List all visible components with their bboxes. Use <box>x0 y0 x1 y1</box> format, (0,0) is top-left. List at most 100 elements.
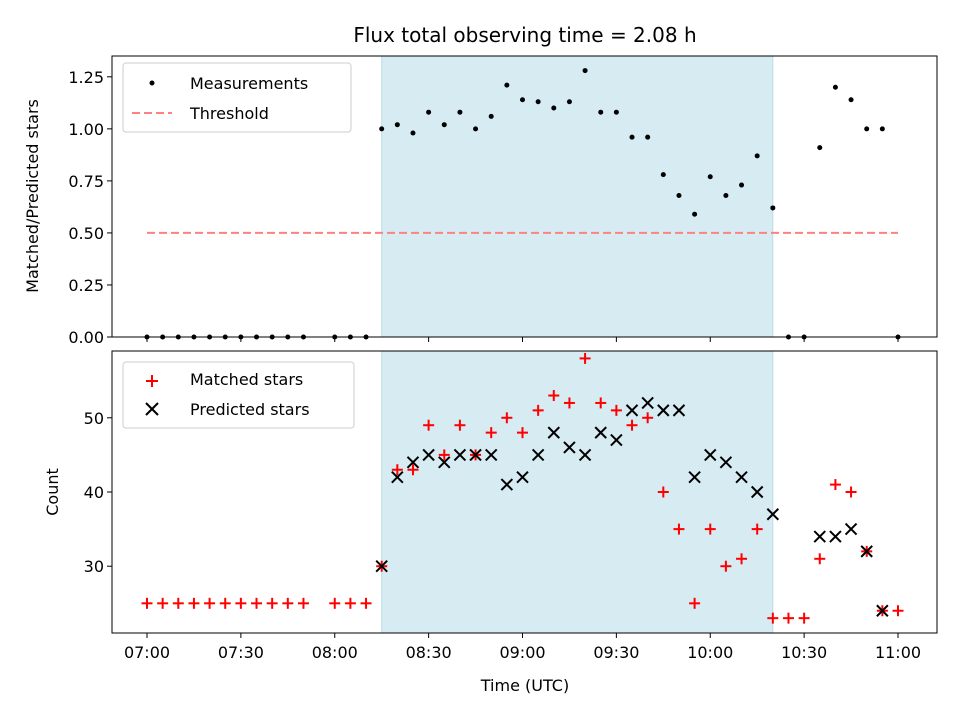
predicted-star-point <box>594 426 607 439</box>
legend-measurements-label: Measurements <box>190 74 308 93</box>
measurement-point <box>676 192 682 198</box>
measurement-point <box>770 205 776 211</box>
matched-star-point <box>501 412 513 424</box>
legend-predicted-label: Predicted stars <box>190 400 310 419</box>
matched-star-point <box>344 597 356 609</box>
x-tick-label: 10:30 <box>781 643 827 662</box>
matched-star-point <box>689 597 701 609</box>
matched-star-point <box>736 553 748 565</box>
x-tick-label: 07:00 <box>124 643 170 662</box>
predicted-star-point <box>438 456 451 469</box>
matched-star-point <box>423 419 435 431</box>
measurement-point <box>379 126 385 132</box>
measurement-point <box>566 99 572 105</box>
legend-threshold-label: Threshold <box>189 104 269 123</box>
bottom-legend-box <box>122 361 355 429</box>
matched-star-point <box>188 597 200 609</box>
x-tick-label: 08:30 <box>406 643 452 662</box>
measurement-point <box>551 105 557 111</box>
predicted-star-point <box>735 470 748 484</box>
matched-star-point <box>845 486 857 498</box>
predicted-star-point <box>688 470 701 484</box>
x-tick-label: 07:30 <box>218 643 264 662</box>
chart-title: Flux total observing time = 2.08 h <box>353 23 696 47</box>
measurement-point <box>582 68 588 74</box>
measurement-point <box>832 84 838 90</box>
matched-star-point <box>626 419 638 431</box>
matched-star-point <box>720 560 732 572</box>
bottom-legend: Matched stars Predicted stars <box>122 361 355 429</box>
matched-star-point <box>892 605 904 617</box>
bottom-shaded-span <box>381 350 774 634</box>
top-y-tick-label: 0.75 <box>68 172 104 191</box>
matched-star-point <box>610 404 622 416</box>
matched-star-point <box>798 612 810 624</box>
predicted-star-point <box>657 404 670 417</box>
matched-star-point <box>814 553 826 565</box>
matched-star-point <box>360 597 372 609</box>
predicted-star-point <box>547 426 560 439</box>
x-tick-label: 09:00 <box>499 643 545 662</box>
predicted-star-point <box>860 545 873 558</box>
predicted-star-point <box>844 522 858 536</box>
measurement-point <box>441 122 447 128</box>
bottom-panel: 30 40 50 07:00 07:30 08:00 08:30 09:00 09:30 10:… <box>43 350 938 695</box>
x-tick-label: 11:00 <box>875 643 921 662</box>
bottom-y-axis-label: Count <box>43 468 62 516</box>
predicted-star-point <box>531 448 545 462</box>
measurement-point <box>645 134 651 140</box>
x-tick-label: 10:00 <box>687 643 733 662</box>
top-y-tick-label: 0.00 <box>68 328 104 347</box>
predicted-star-point <box>485 448 498 462</box>
measurement-point <box>692 211 698 217</box>
top-y-tick-label: 1.00 <box>68 120 104 139</box>
predicted-star-point <box>704 448 717 462</box>
top-legend: Measurements Threshold <box>122 62 352 133</box>
x-axis-label: Time (UTC) <box>480 676 569 695</box>
matched-star-point <box>485 427 497 439</box>
legend-matched-label: Matched stars <box>190 370 303 389</box>
predicted-star-point <box>641 396 654 410</box>
measurement-point <box>879 126 885 132</box>
top-y-tick-label: 1.25 <box>68 68 104 87</box>
x-tick-label: 09:30 <box>593 643 639 662</box>
measurement-point <box>520 97 525 103</box>
predicted-star-point <box>391 470 404 484</box>
measurement-point <box>660 172 666 178</box>
bottom-y-tick-label: 50 <box>84 409 104 428</box>
matched-star-point <box>751 523 763 535</box>
measurement-point <box>739 182 745 188</box>
matched-star-point <box>548 390 560 402</box>
matched-star-point <box>595 397 607 409</box>
matched-star-point <box>767 612 779 624</box>
measurement-point <box>817 145 823 151</box>
measurement-point <box>488 113 494 119</box>
matched-star-point <box>532 404 544 416</box>
measurement-point <box>864 126 870 132</box>
matched-star-point <box>563 397 575 409</box>
top-y-ticks: 0.00 0.25 0.50 0.75 1.00 1.25 <box>68 68 112 347</box>
measurement-point <box>848 97 854 103</box>
matched-star-point <box>141 597 153 609</box>
matched-star-point <box>282 597 294 609</box>
matched-star-point <box>642 412 654 424</box>
predicted-star-point <box>813 530 826 543</box>
matched-star-point <box>829 479 841 491</box>
predicted-star-point <box>750 485 764 499</box>
predicted-star-point <box>453 448 467 462</box>
matched-star-point <box>579 352 591 364</box>
bottom-x-ticks: 07:00 07:30 08:00 08:30 09:00 09:30 10:00 10:30… <box>124 633 921 662</box>
top-y-axis-label: Matched/Predicted stars <box>23 99 42 293</box>
matched-star-point <box>157 597 169 609</box>
top-shaded-span <box>381 55 774 338</box>
matched-star-point <box>657 486 669 498</box>
bottom-y-tick-label: 40 <box>84 483 104 502</box>
predicted-stars-points <box>375 396 889 617</box>
measurement-point <box>723 192 729 198</box>
matched-star-point <box>235 597 247 609</box>
matched-star-point <box>204 597 216 609</box>
measurement-point <box>473 126 479 132</box>
matched-star-point <box>297 597 309 609</box>
matched-star-point <box>266 597 278 609</box>
